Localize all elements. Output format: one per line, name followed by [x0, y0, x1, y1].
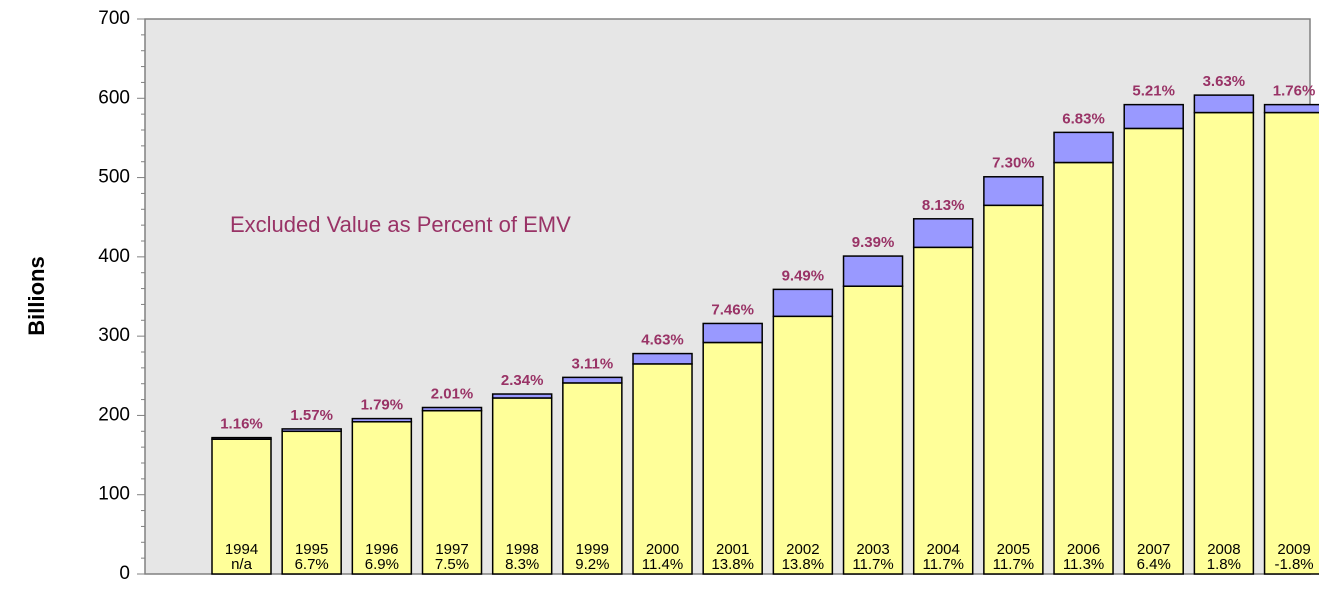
- x-tick-label: 2004: [927, 541, 960, 558]
- top-label: 6.83%: [1062, 110, 1105, 127]
- x-tick-label: 2001: [716, 541, 749, 558]
- bar-segment: [1053, 131, 1114, 164]
- top-label: 2.34%: [501, 372, 544, 389]
- x-tick-label: 2000: [646, 541, 679, 558]
- bar-segment: [983, 204, 1044, 575]
- bar-segment: [281, 430, 342, 575]
- bar-segment: [491, 393, 553, 399]
- bar-segment: [421, 409, 483, 575]
- top-label: 1.76%: [1273, 83, 1316, 100]
- x-tick-label: 2002: [786, 541, 819, 558]
- bar-segment: [983, 176, 1044, 207]
- x-tick-label: 2005: [997, 541, 1030, 558]
- y-tick-label: 500: [98, 167, 130, 188]
- y-tick-label: 0: [119, 563, 130, 584]
- x-tick-label: 2008: [1207, 541, 1240, 558]
- bar-segment: [1193, 111, 1255, 575]
- y-axis-label: Billions: [24, 256, 49, 335]
- y-tick-label: 400: [98, 246, 130, 267]
- bar-segment: [211, 436, 272, 440]
- top-label: 9.49%: [782, 267, 825, 284]
- growth-label: 6.9%: [365, 556, 399, 573]
- growth-label: n/a: [231, 556, 253, 573]
- bar-segment: [912, 218, 974, 249]
- x-tick-label: 2003: [856, 541, 889, 558]
- bar-segment: [1053, 161, 1114, 575]
- growth-label: 11.4%: [642, 556, 683, 573]
- bar-segment: [1123, 103, 1184, 130]
- bar-segment: [912, 246, 974, 575]
- growth-label: 6.7%: [295, 556, 329, 573]
- top-label: 4.63%: [641, 332, 684, 349]
- x-tick-label: 2009: [1277, 541, 1310, 558]
- bar-segment: [772, 315, 834, 575]
- bar-segment: [351, 417, 413, 423]
- y-tick-label: 300: [98, 325, 130, 346]
- bar-segment: [562, 376, 623, 384]
- growth-label: 1.8%: [1207, 556, 1241, 573]
- x-tick-label: 2007: [1137, 541, 1170, 558]
- x-tick-label: 1994: [225, 541, 258, 558]
- growth-label: 11.7%: [852, 556, 893, 573]
- y-tick-label: 700: [98, 8, 130, 29]
- bar-segment: [1263, 103, 1319, 114]
- x-tick-label: 1996: [365, 541, 398, 558]
- x-tick-label: 1997: [435, 541, 468, 558]
- bar-segment: [842, 285, 904, 575]
- growth-label: 9.2%: [575, 556, 609, 573]
- bar-segment: [632, 352, 693, 365]
- y-tick-label: 200: [98, 404, 130, 425]
- growth-label: 11.7%: [922, 556, 963, 573]
- bar-segment: [632, 363, 693, 575]
- annotation: Excluded Value as Percent of EMV: [230, 212, 571, 237]
- top-label: 1.79%: [361, 397, 404, 414]
- bar-segment: [562, 382, 623, 575]
- top-label: 5.21%: [1132, 83, 1175, 100]
- top-label: 7.30%: [992, 155, 1035, 172]
- y-tick-label: 600: [98, 87, 130, 108]
- top-label: 7.46%: [711, 301, 754, 318]
- growth-label: 11.7%: [993, 556, 1034, 573]
- x-tick-label: 1999: [576, 541, 609, 558]
- top-label: 2.01%: [431, 385, 474, 402]
- growth-label: -1.8%: [1274, 556, 1313, 573]
- top-label: 1.16%: [220, 416, 263, 433]
- bar-segment: [281, 428, 342, 433]
- bar-segment: [421, 406, 483, 412]
- top-label: 8.13%: [922, 197, 965, 214]
- growth-label: 6.4%: [1137, 556, 1171, 573]
- bar-segment: [702, 341, 763, 575]
- top-label: 1.57%: [290, 407, 333, 424]
- bar-segment: [842, 255, 904, 287]
- growth-label: 8.3%: [505, 556, 539, 573]
- bar-segment: [211, 438, 272, 575]
- growth-label: 11.3%: [1063, 556, 1104, 573]
- bar-segment: [1123, 127, 1184, 575]
- bar-segment: [772, 288, 834, 318]
- bar-segment: [1263, 111, 1319, 575]
- top-label: 9.39%: [852, 234, 895, 251]
- top-label: 3.11%: [571, 355, 613, 372]
- top-label: 3.63%: [1203, 73, 1246, 90]
- growth-label: 13.8%: [711, 556, 754, 573]
- bar-segment: [1193, 94, 1255, 114]
- x-tick-label: 1998: [505, 541, 538, 558]
- growth-label: 13.8%: [782, 556, 825, 573]
- y-tick-label: 100: [98, 484, 130, 505]
- x-tick-label: 1995: [295, 541, 328, 558]
- x-tick-label: 2006: [1067, 541, 1100, 558]
- bar-segment: [702, 322, 763, 344]
- growth-label: 7.5%: [435, 556, 469, 573]
